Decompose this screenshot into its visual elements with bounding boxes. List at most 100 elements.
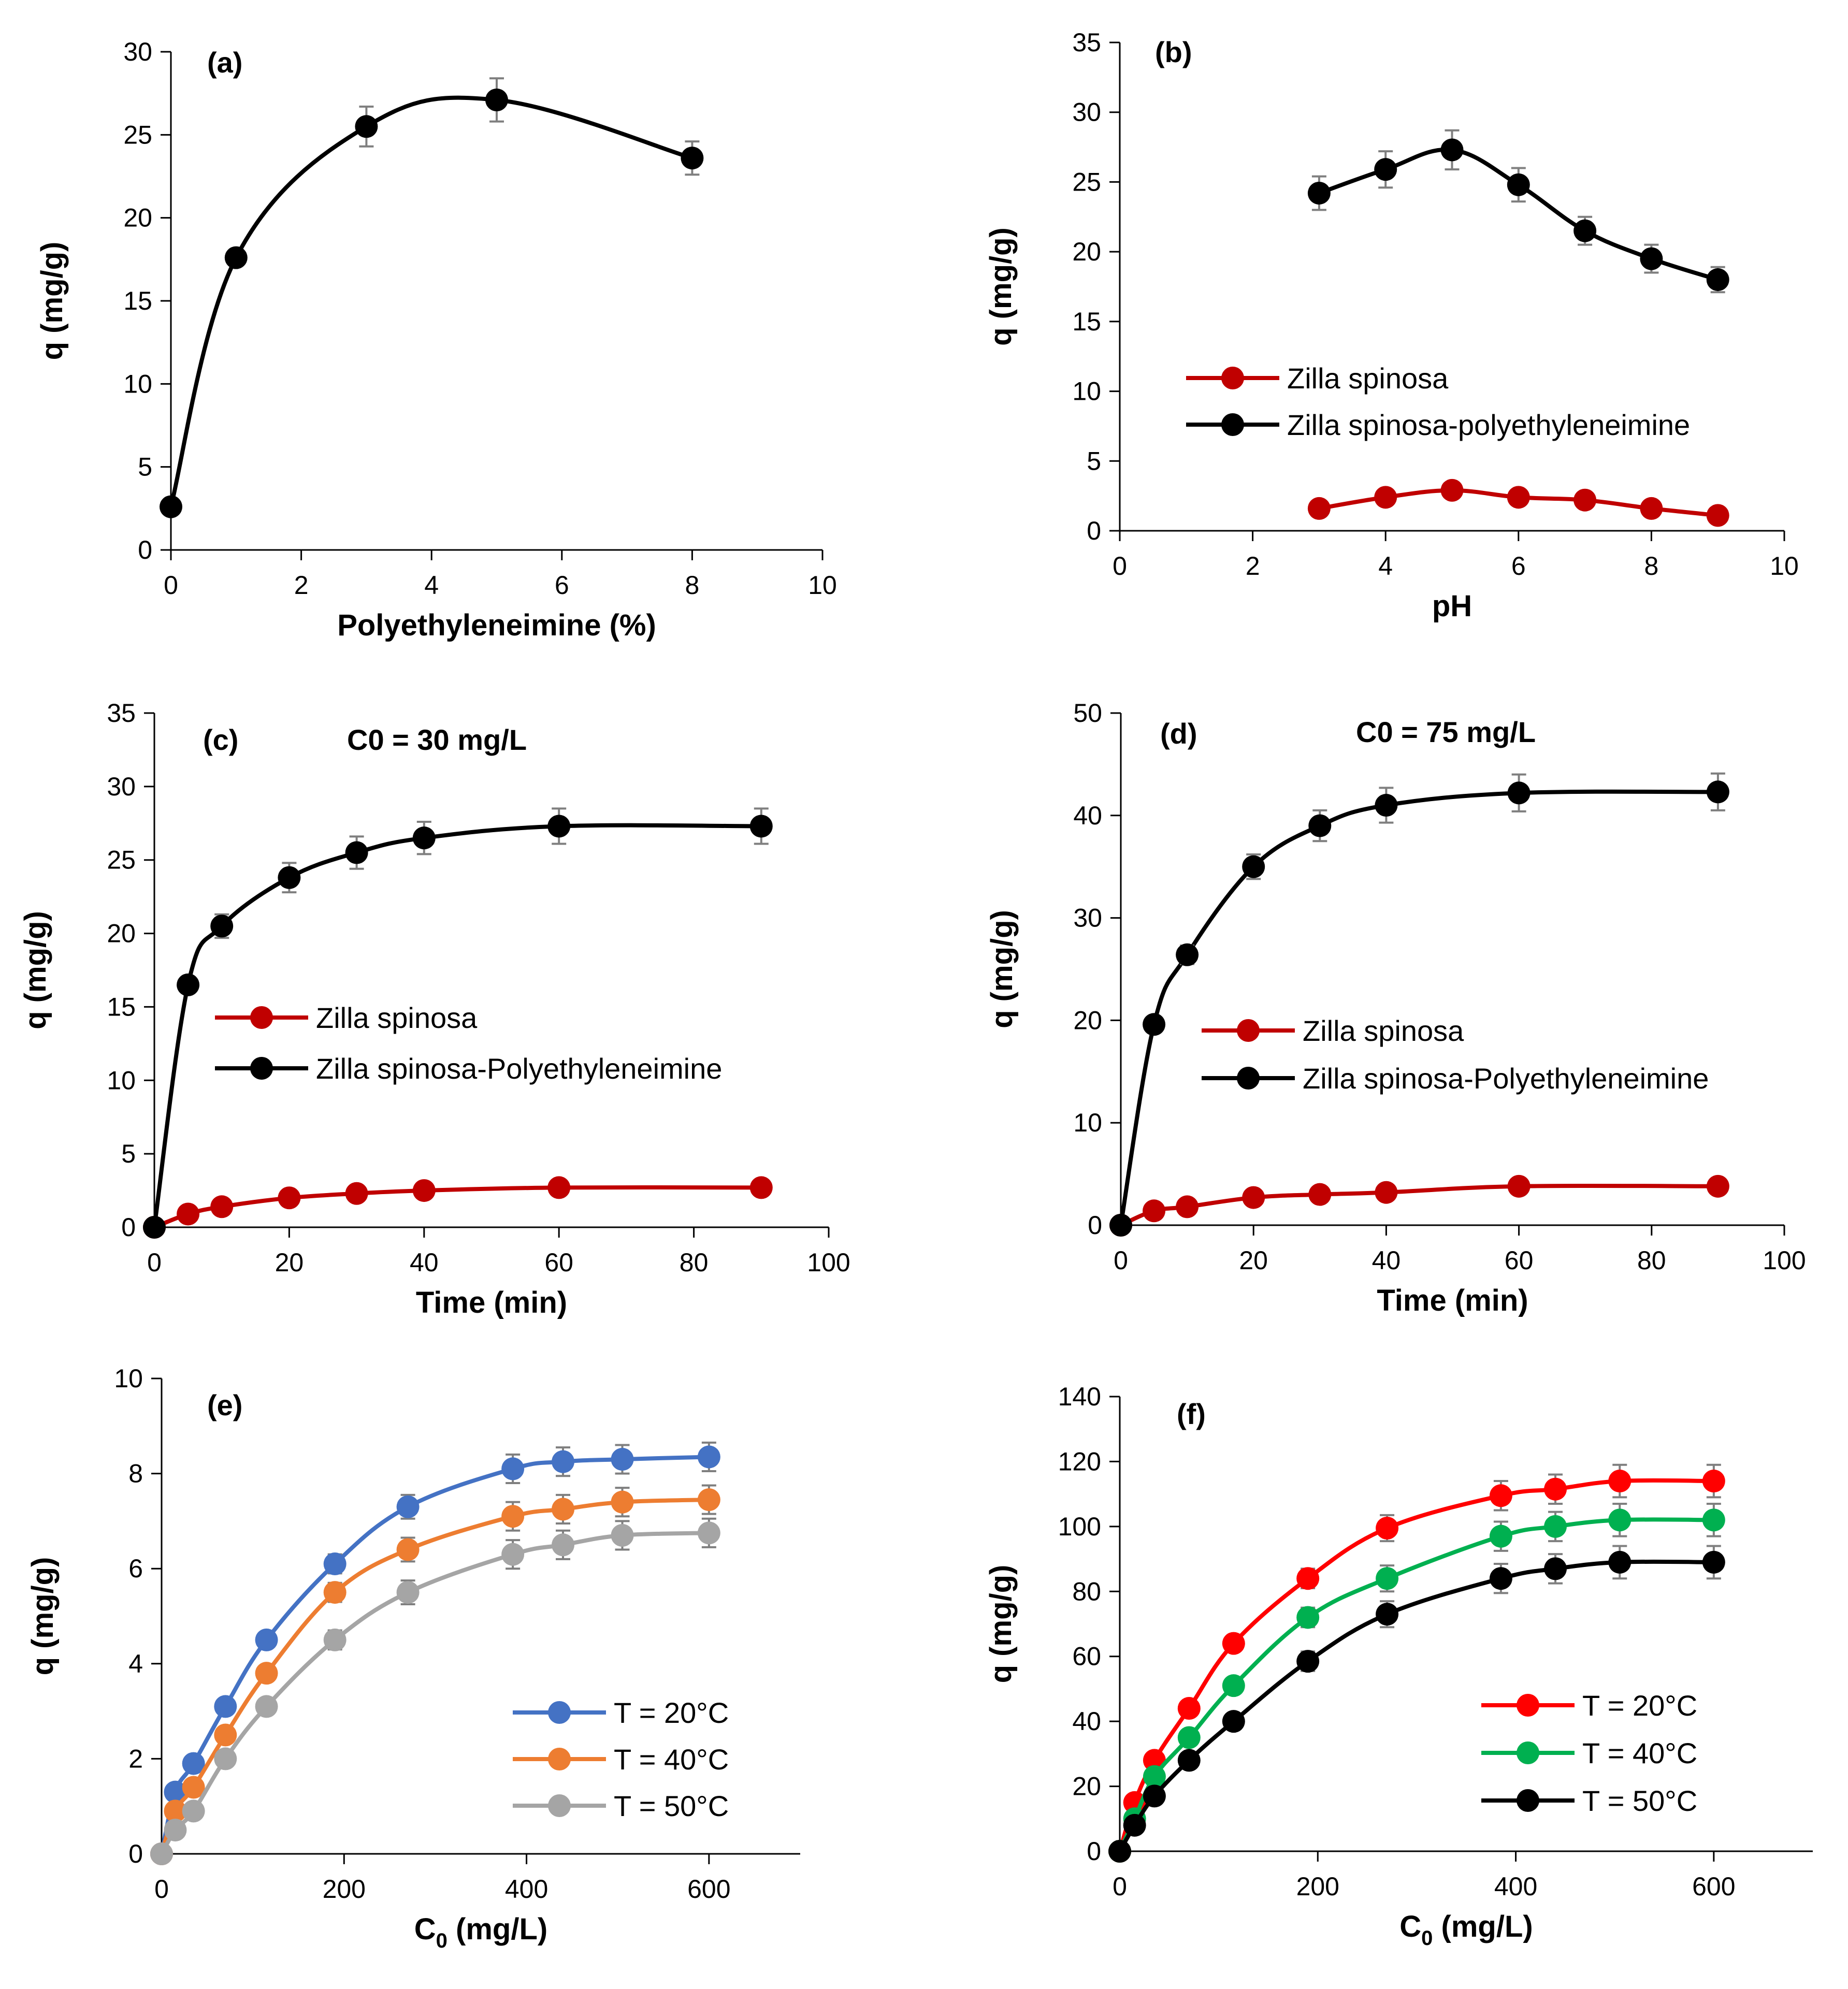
data-point: [1706, 1174, 1729, 1198]
data-point: [323, 1581, 347, 1604]
y-axis-title: q (mg/g): [984, 1565, 1018, 1683]
x-tick-label: 2: [1246, 551, 1260, 580]
data-point: [1296, 1567, 1320, 1590]
y-tick-label: 15: [107, 992, 136, 1021]
y-tick-label: 30: [107, 772, 136, 801]
data-point: [323, 1552, 347, 1576]
x-tick-label: 0: [154, 1875, 169, 1904]
series-line: [169, 95, 693, 507]
data-point: [210, 914, 234, 938]
concentration-annotation: C0 = 75 mg/L: [1356, 716, 1536, 748]
panel-label: (e): [207, 1389, 242, 1421]
x-axis-title-subscript: 0: [436, 1929, 447, 1952]
y-tick-label: 10: [114, 1364, 143, 1393]
x-tick-label: 0: [1113, 1872, 1127, 1901]
data-point: [1608, 1550, 1632, 1574]
legend-swatch-marker: [548, 1794, 571, 1817]
x-tick-label: 6: [1511, 551, 1526, 580]
y-tick-label: 5: [1087, 446, 1101, 475]
data-point: [501, 1457, 525, 1480]
y-axis-title: q (mg/g): [26, 1557, 60, 1676]
y-tick-label: 0: [138, 535, 152, 564]
x-tick-label: 100: [1763, 1246, 1806, 1275]
data-point: [485, 88, 508, 111]
data-point: [1702, 1508, 1725, 1532]
legend-swatch-marker: [1237, 1019, 1260, 1042]
legend-swatch-marker: [1237, 1067, 1260, 1090]
x-axis-title: Polyethyleneimine (%): [337, 608, 656, 642]
data-point: [1222, 1632, 1245, 1655]
data-point: [278, 866, 301, 889]
legend-swatch-marker: [250, 1006, 273, 1029]
y-tick-label: 100: [1058, 1512, 1101, 1541]
x-axis-title-unit: (mg/L): [1433, 1910, 1533, 1943]
data-point: [611, 1523, 634, 1547]
data-point: [345, 1182, 368, 1205]
y-tick-label: 30: [1072, 98, 1101, 127]
legend-swatch-marker: [250, 1057, 273, 1080]
x-axis-title: C0 (mg/L): [414, 1912, 547, 1952]
data-point: [1544, 1515, 1567, 1538]
x-tick-label: 600: [687, 1875, 730, 1904]
panel-a: 0 5 10 15 20 25 30 0 2 4 6 8 10 Polyethyleneimine (%)…: [35, 37, 837, 642]
data-point: [1544, 1557, 1567, 1580]
x-tick-label: 400: [505, 1875, 548, 1904]
legend-label: T = 20°C: [1582, 1689, 1697, 1722]
data-point: [224, 246, 248, 269]
data-point: [1143, 1013, 1166, 1036]
y-tick-label: 15: [123, 286, 152, 315]
data-point: [177, 1202, 200, 1226]
data-point: [1706, 268, 1729, 292]
data-point: [412, 826, 436, 850]
x-tick-label: 60: [1505, 1246, 1534, 1275]
data-point: [1242, 1186, 1265, 1209]
data-point: [1308, 814, 1332, 837]
data-point: [1176, 943, 1199, 966]
data-point: [1375, 1181, 1398, 1204]
x-axis-title: C0 (mg/L): [1399, 1910, 1533, 1950]
x-axis-title: Time (min): [416, 1286, 567, 1319]
x-tick-label: 40: [1372, 1246, 1401, 1275]
x-tick-label: 80: [1637, 1246, 1666, 1275]
data-point: [1702, 1470, 1725, 1493]
y-tick-label: 35: [107, 699, 136, 728]
y-tick-label: 4: [128, 1649, 143, 1678]
y-tick-label: 140: [1058, 1382, 1101, 1411]
x-tick-label: 400: [1494, 1872, 1537, 1901]
data-point: [1376, 1567, 1399, 1590]
data-point: [182, 1776, 205, 1799]
data-point: [611, 1448, 634, 1471]
data-point: [164, 1780, 187, 1804]
y-tick-label: 20: [107, 919, 136, 948]
y-tick-label: 10: [1072, 377, 1101, 406]
data-point: [164, 1819, 187, 1842]
y-tick-label: 6: [128, 1554, 143, 1583]
x-tick-label: 60: [544, 1248, 573, 1277]
data-point: [552, 1450, 575, 1473]
data-point: [1489, 1525, 1512, 1548]
y-tick-label: 30: [1073, 904, 1102, 933]
data-point: [1608, 1470, 1632, 1493]
y-tick-label: 5: [138, 453, 152, 482]
data-point: [1507, 781, 1531, 805]
legend-label: Zilla spinosa: [1287, 362, 1449, 395]
data-point: [1507, 1174, 1531, 1198]
data-point: [1108, 1840, 1131, 1863]
x-tick-label: 0: [147, 1248, 162, 1277]
legend-swatch-marker: [548, 1748, 571, 1770]
y-tick-label: 35: [1072, 28, 1101, 57]
data-point: [681, 147, 704, 170]
data-point: [160, 495, 182, 518]
data-point: [1440, 138, 1464, 162]
x-tick-label: 80: [680, 1248, 709, 1277]
x-tick-label: 100: [807, 1248, 850, 1277]
panel-label: (b): [1155, 36, 1192, 68]
y-tick-label: 30: [123, 37, 152, 66]
panel-label: (d): [1160, 717, 1197, 750]
data-point: [552, 1533, 575, 1557]
data-point: [345, 841, 368, 864]
data-point: [1143, 1199, 1166, 1223]
x-tick-label: 8: [1644, 551, 1658, 580]
y-tick-label: 5: [121, 1139, 136, 1168]
data-point: [1640, 247, 1663, 270]
